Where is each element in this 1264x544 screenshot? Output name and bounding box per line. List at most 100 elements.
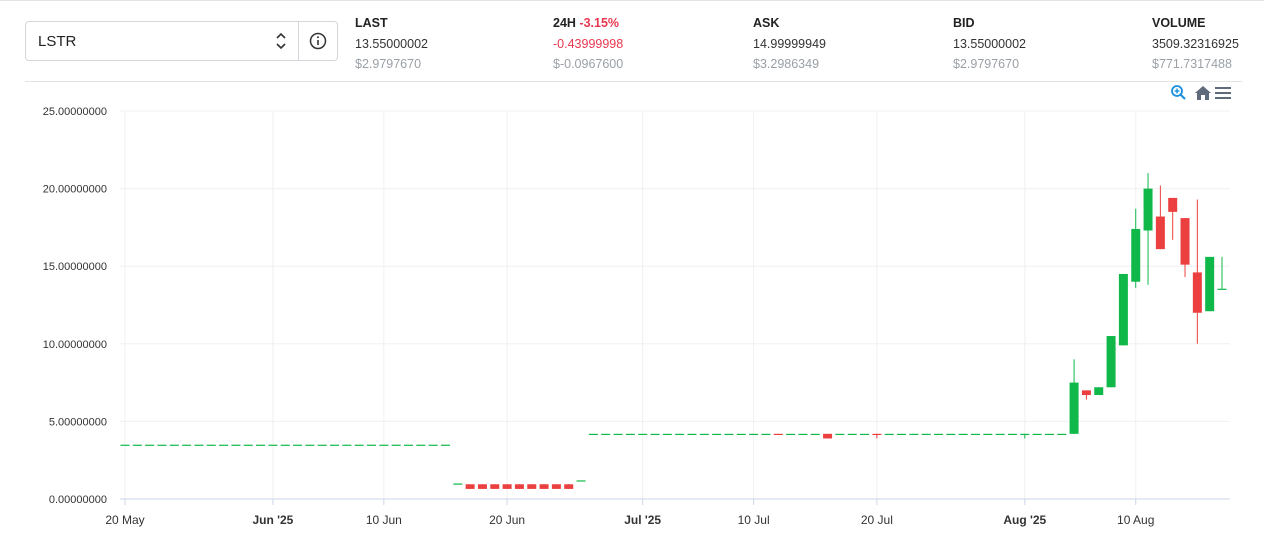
stat: VOLUME 3509.32316925 $771.7317488 bbox=[1152, 13, 1239, 75]
candle-body bbox=[243, 444, 253, 446]
candle bbox=[1118, 273, 1128, 346]
candle bbox=[551, 484, 561, 489]
candle-body bbox=[428, 444, 438, 446]
candle bbox=[1131, 208, 1141, 288]
candle-body bbox=[194, 444, 204, 446]
candle bbox=[662, 433, 672, 436]
candle-body bbox=[157, 444, 167, 446]
candle-body bbox=[1180, 218, 1190, 265]
candle bbox=[576, 480, 586, 482]
candle-body bbox=[860, 433, 870, 436]
candle bbox=[268, 444, 278, 446]
stat-label: 24H bbox=[553, 16, 576, 30]
home-button[interactable] bbox=[1195, 86, 1211, 100]
candle-body bbox=[946, 433, 956, 436]
candle bbox=[416, 444, 426, 446]
candle-body bbox=[687, 433, 697, 436]
candle bbox=[305, 444, 315, 446]
menu-button[interactable] bbox=[1215, 87, 1231, 99]
candle bbox=[638, 433, 648, 436]
candle-body bbox=[1217, 288, 1227, 290]
candle-body bbox=[391, 444, 401, 446]
stat-usd: $-0.0967600 bbox=[553, 57, 624, 71]
candle bbox=[490, 484, 500, 489]
candle bbox=[194, 444, 204, 446]
candle-body bbox=[958, 433, 968, 436]
candle bbox=[527, 484, 537, 489]
stat-value: 13.55000002 bbox=[355, 36, 428, 51]
candle-body bbox=[182, 444, 192, 446]
candle-body bbox=[280, 444, 290, 446]
separator bbox=[25, 81, 1242, 82]
candle bbox=[983, 433, 993, 436]
stat: LAST 13.55000002 $2.9797670 bbox=[355, 13, 428, 75]
candle-body bbox=[453, 483, 463, 485]
candle bbox=[970, 433, 980, 436]
stat-header: ASK bbox=[753, 13, 826, 34]
candle bbox=[465, 484, 475, 489]
stat-value: -0.43999998 bbox=[553, 36, 624, 51]
candle-body bbox=[502, 484, 512, 489]
candle bbox=[428, 444, 438, 446]
candle bbox=[391, 444, 401, 446]
candle-body bbox=[490, 484, 500, 489]
candle-body bbox=[1106, 336, 1116, 388]
candle bbox=[687, 433, 697, 436]
candle bbox=[1020, 433, 1030, 439]
candle bbox=[132, 444, 142, 446]
candle-body bbox=[909, 433, 919, 436]
candle-body bbox=[231, 444, 241, 446]
candle-body bbox=[1044, 433, 1054, 436]
candle-body bbox=[342, 444, 352, 446]
candle bbox=[823, 433, 833, 439]
candle-body bbox=[403, 444, 413, 446]
candle bbox=[749, 433, 759, 436]
candle-body bbox=[477, 484, 487, 489]
candle bbox=[736, 433, 746, 436]
candle-body bbox=[317, 444, 327, 446]
candle-body bbox=[970, 433, 980, 436]
x-tick-label: 10 Aug bbox=[1117, 513, 1154, 527]
candle-body bbox=[662, 433, 672, 436]
info-button[interactable] bbox=[308, 31, 328, 51]
candle bbox=[724, 433, 734, 436]
candle bbox=[921, 433, 931, 436]
stat-usd: $2.9797670 bbox=[355, 57, 422, 71]
candle bbox=[1217, 256, 1227, 290]
stat-change: -3.15% bbox=[579, 16, 620, 30]
candle bbox=[280, 444, 290, 446]
candle bbox=[909, 433, 919, 436]
candle-body bbox=[367, 444, 377, 446]
candle-body bbox=[145, 444, 155, 446]
candle bbox=[502, 484, 512, 489]
symbol-select[interactable]: LSTR bbox=[25, 21, 338, 61]
candle bbox=[761, 433, 771, 436]
candle-body bbox=[638, 433, 648, 436]
stat-label: ASK bbox=[753, 16, 780, 30]
candle-body bbox=[995, 433, 1005, 436]
candle-body bbox=[551, 484, 561, 489]
candle-body bbox=[601, 433, 611, 436]
candle bbox=[243, 444, 253, 446]
candle bbox=[1081, 390, 1091, 400]
candle bbox=[1180, 218, 1190, 278]
candle-body bbox=[268, 444, 278, 446]
candle-body bbox=[1057, 433, 1067, 436]
candle-body bbox=[736, 433, 746, 436]
zoom-button[interactable] bbox=[1171, 85, 1186, 100]
candle bbox=[539, 484, 549, 489]
x-tick-label: 20 May bbox=[105, 513, 144, 527]
candle-body bbox=[884, 433, 894, 436]
candle-body bbox=[1143, 188, 1153, 231]
candle bbox=[169, 444, 179, 446]
candle-body bbox=[699, 433, 709, 436]
candle-body bbox=[305, 444, 315, 446]
candle bbox=[342, 444, 352, 446]
plot: 0.00000000 5.00000000 10.00000000 15.000000… bbox=[43, 106, 1230, 527]
candle-body bbox=[625, 433, 635, 436]
candle bbox=[1044, 433, 1054, 436]
y-tick-label: 0.00000000 bbox=[49, 494, 107, 506]
candle-body bbox=[1007, 433, 1017, 436]
y-tick-label: 15.00000000 bbox=[43, 261, 107, 273]
